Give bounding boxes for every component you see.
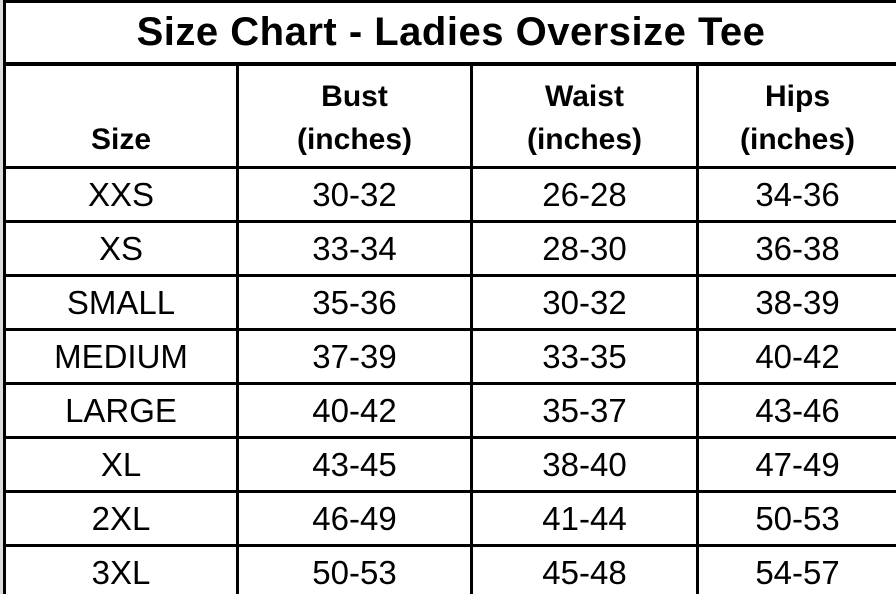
table-row: SMALL 35-36 30-32 38-39 bbox=[3, 274, 896, 331]
size-cell: MEDIUM bbox=[3, 328, 239, 385]
table-row: MEDIUM 37-39 33-35 40-42 bbox=[3, 328, 896, 385]
measurement-cell: 41-44 bbox=[470, 490, 699, 547]
measurement-cell: 43-46 bbox=[695, 382, 896, 439]
table-row: 3XL 50-53 45-48 54-57 bbox=[3, 544, 896, 594]
measurement-cell: 40-42 bbox=[695, 328, 896, 385]
measurement-cell: 38-39 bbox=[695, 274, 896, 331]
measurement-cell: 50-53 bbox=[695, 490, 896, 547]
measurement-cell: 28-30 bbox=[470, 220, 699, 277]
table-row: LARGE 40-42 35-37 43-46 bbox=[3, 382, 896, 439]
measurement-cell: 35-37 bbox=[470, 382, 699, 439]
measurement-cell: 30-32 bbox=[236, 166, 473, 223]
measurement-cell: 30-32 bbox=[470, 274, 699, 331]
size-cell: XL bbox=[3, 436, 239, 493]
chart-title: Size Chart - Ladies Oversize Tee bbox=[2, 0, 896, 66]
size-cell: 2XL bbox=[3, 490, 239, 547]
column-sublabel: (inches) bbox=[296, 123, 413, 156]
measurement-cell: 54-57 bbox=[695, 544, 896, 594]
size-cell: XXS bbox=[3, 166, 239, 223]
measurement-cell: 26-28 bbox=[470, 166, 699, 223]
title-row: Size Chart - Ladies Oversize Tee bbox=[2, 0, 896, 66]
measurement-cell: 45-48 bbox=[470, 544, 699, 594]
column-label: Hips bbox=[765, 80, 831, 113]
table-row: XS 33-34 28-30 36-38 bbox=[3, 220, 896, 277]
column-label: Waist bbox=[545, 80, 624, 113]
size-cell: LARGE bbox=[3, 382, 239, 439]
measurement-cell: 36-38 bbox=[695, 220, 896, 277]
column-label: Size bbox=[90, 123, 152, 156]
measurement-cell: 50-53 bbox=[236, 544, 473, 594]
column-sublabel: (inches) bbox=[526, 123, 643, 156]
measurement-cell: 33-35 bbox=[470, 328, 699, 385]
table-row: XXS 30-32 26-28 34-36 bbox=[3, 166, 896, 223]
measurement-cell: 38-40 bbox=[470, 436, 699, 493]
measurement-cell: 40-42 bbox=[236, 382, 473, 439]
header-row: Size Bust (inches) Waist (inches) Hips (inches… bbox=[3, 62, 896, 169]
size-cell: 3XL bbox=[3, 544, 239, 594]
column-header-size: Size bbox=[3, 62, 239, 169]
measurement-cell: 35-36 bbox=[236, 274, 473, 331]
measurement-cell: 33-34 bbox=[236, 220, 473, 277]
measurement-cell: 37-39 bbox=[236, 328, 473, 385]
column-header-hips: Hips (inches) bbox=[695, 62, 896, 169]
column-header-waist: Waist (inches) bbox=[470, 62, 699, 169]
size-cell: SMALL bbox=[3, 274, 239, 331]
size-cell: XS bbox=[3, 220, 239, 277]
table-row: 2XL 46-49 41-44 50-53 bbox=[3, 490, 896, 547]
column-header-bust: Bust (inches) bbox=[236, 62, 473, 169]
table-row: XL 43-45 38-40 47-49 bbox=[3, 436, 896, 493]
table-body: XXS 30-32 26-28 34-36 XS 33-34 28-30 36-38 SMALL… bbox=[3, 166, 896, 594]
column-label: Bust bbox=[321, 80, 388, 113]
measurement-cell: 47-49 bbox=[695, 436, 896, 493]
measurement-cell: 43-45 bbox=[236, 436, 473, 493]
column-sublabel: (inches) bbox=[740, 123, 856, 156]
measurement-cell: 46-49 bbox=[236, 490, 473, 547]
measurement-cell: 34-36 bbox=[695, 166, 896, 223]
